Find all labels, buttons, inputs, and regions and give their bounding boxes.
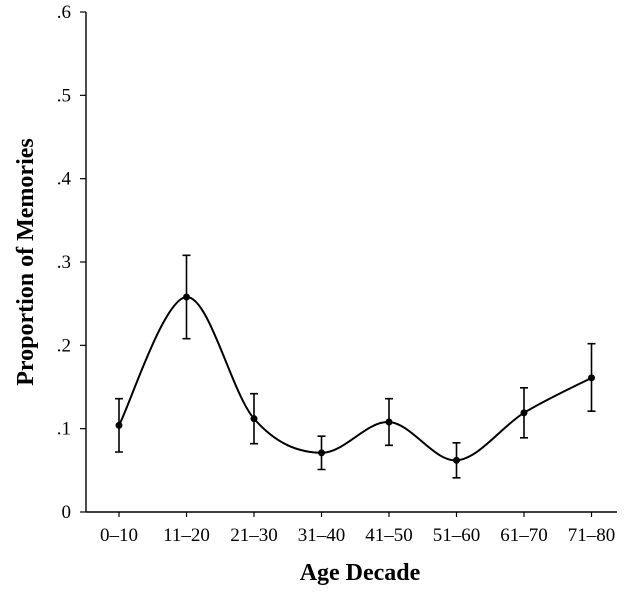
- y-tick-label: .3: [57, 252, 71, 273]
- y-tick-label: .4: [57, 169, 72, 190]
- x-tick-label: 51–60: [433, 525, 481, 546]
- data-point: [318, 449, 325, 457]
- y-tick-label: .5: [57, 85, 71, 106]
- data-point: [385, 418, 393, 426]
- x-tick-label: 0–10: [100, 525, 138, 546]
- y-tick-label: .2: [57, 335, 71, 356]
- data-point: [520, 409, 528, 417]
- data-point: [588, 374, 595, 382]
- y-ticks: 0 .1 .2 .3 .4 .5 .6: [57, 2, 86, 523]
- data-point: [115, 421, 123, 429]
- series-line: [118, 295, 592, 462]
- x-tick-label: 31–40: [298, 525, 346, 546]
- x-axis-title: Age Decade: [300, 560, 421, 586]
- x-tick-label: 71–80: [568, 525, 616, 546]
- series-group: [115, 254, 596, 479]
- x-tick-label: 41–50: [365, 525, 413, 546]
- y-tick-label: 0: [62, 502, 72, 523]
- data-point: [183, 293, 190, 301]
- y-axis-title: Proportion of Memories: [13, 138, 39, 386]
- plot-area: 0 .1 .2 .3 .4 .5 .6 0–10 11–20 21–30 31–40 41–50 51…: [57, 2, 617, 546]
- data-point: [453, 456, 460, 464]
- data-point: [250, 415, 258, 423]
- x-tick-label: 61–70: [500, 525, 548, 546]
- y-tick-label: .6: [57, 2, 71, 23]
- y-tick-label: .1: [57, 419, 71, 440]
- x-tick-label: 21–30: [230, 525, 278, 546]
- x-tick-label: 11–20: [163, 525, 210, 546]
- x-ticks: 0–10 11–20 21–30 31–40 41–50 51–60 61–70 71–80: [100, 512, 615, 546]
